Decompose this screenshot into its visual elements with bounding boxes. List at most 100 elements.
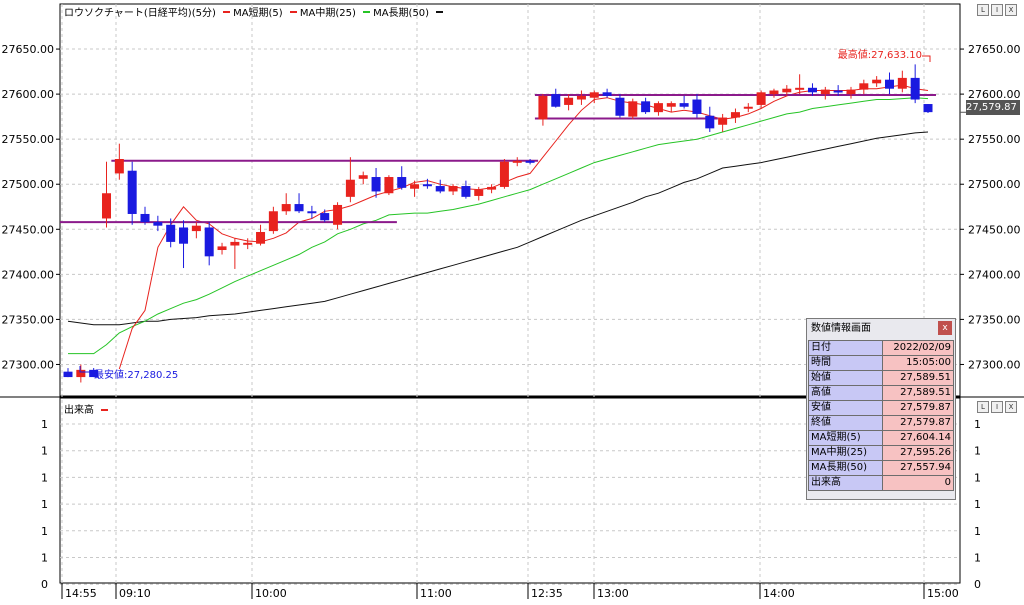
vol-pane-button-i[interactable]: I [991,401,1003,413]
time-axis-label: 14:55 [65,587,97,600]
info-value: 27,589.51 [882,370,954,386]
info-value: 27,579.87 [882,400,954,416]
legend-long: MA長期(50) [373,8,430,19]
candle-body [769,90,779,95]
candle-body [718,117,728,125]
candle-body [884,79,894,89]
candle-body [705,115,715,129]
info-key: MA長期(50) [808,460,883,476]
chart-legend: ロウソクチャート(日経平均)(5分) MA短期(5) MA中期(25) MA長期… [64,4,446,19]
low-annotation: 最安値:27,280.25 [94,368,178,381]
price-axis-label-right: 27650.00 [968,43,1021,56]
candle-body [179,227,189,244]
price-axis-label-right: 27300.00 [968,358,1021,371]
candle-body [807,87,817,93]
chart-title: ロウソクチャート(日経平均)(5分) [64,8,216,19]
candle-body [538,95,548,120]
pane-button-l[interactable]: L [977,4,989,16]
info-panel-close-button[interactable]: x [938,321,952,335]
candle-body [589,92,599,98]
info-key: MA中期(25) [808,445,883,461]
candle-body [474,189,484,196]
pane-button-i[interactable]: I [991,4,1003,16]
high-annotation: 最高値:27,633.10 [838,48,922,61]
info-row: MA長期(50) 27,557.94 [808,460,954,476]
volume-axis-label-left: 1 [41,418,48,431]
info-row: MA短期(5) 27,604.14 [808,430,954,446]
candle-body [487,186,497,190]
candle-body [756,92,766,105]
candle-body [910,77,920,100]
time-axis-label: 12:35 [531,587,563,600]
candle-body [320,213,330,221]
info-value: 27,589.51 [882,385,954,401]
info-key: MA短期(5) [808,430,883,446]
volume-axis-label-left: 0 [41,578,48,591]
candle-body [256,231,266,244]
price-axis-label-right: 27600.00 [968,88,1021,101]
volume-axis-label-right: 1 [974,525,981,538]
candle-body [307,211,317,214]
volume-axis-label-left: 1 [41,552,48,565]
info-key: 安値 [808,400,883,416]
candle-body [897,77,907,89]
info-key: 出来高 [808,475,883,491]
candle-body [217,246,227,251]
time-axis-label: 13:00 [597,587,629,600]
candle-body [397,177,407,188]
volume-axis-label-right: 1 [974,552,981,565]
info-row: 終値 27,579.87 [808,415,954,431]
price-axis-label-left: 27600.00 [2,88,55,101]
candle-body [602,92,612,96]
volume-axis-label-right: 1 [974,471,981,484]
info-row: 安値 27,579.87 [808,400,954,416]
volume-axis-label-right: 1 [974,445,981,458]
candle-body [615,97,625,116]
candle-body [872,79,882,84]
legend-swatch-mid [289,10,297,13]
pane-button-x[interactable]: X [1005,4,1017,16]
info-key: 終値 [808,415,883,431]
value-info-panel[interactable]: 数値情報画面 x 日付 2022/02/09 時間 15:05:00 始値 27,58… [806,318,956,500]
price-axis-label-left: 27450.00 [2,223,55,236]
vol-pane-button-x[interactable]: X [1005,401,1017,413]
volume-axis-label-right: 0 [974,578,981,591]
candle-body [114,158,124,174]
volume-legend: 出来高 [64,401,111,416]
info-key: 高値 [808,385,883,401]
price-pane-window-buttons: L I X [977,4,1017,16]
candle-body [782,88,792,93]
info-key: 日付 [808,340,883,356]
candle-body [76,369,86,378]
candle-body [859,83,869,90]
volume-axis-label-left: 1 [41,445,48,458]
volume-swatch [101,409,109,411]
candle-body [448,186,458,192]
vol-pane-button-l[interactable]: L [977,401,989,413]
candle-body [371,177,381,192]
ma-long-line [67,131,929,326]
price-axis-label-left: 27550.00 [2,133,55,146]
info-value: 27,595.26 [882,445,954,461]
info-panel-titlebar[interactable]: 数値情報画面 x [807,319,955,338]
info-row: 出来高 0 [808,475,954,491]
volume-label: 出来高 [64,405,94,416]
candle-body [730,112,740,118]
candle-body [833,90,843,93]
legend-swatch-short [223,10,231,13]
candle-body [191,225,201,232]
info-value: 0 [882,475,954,491]
volume-axis-label-left: 1 [41,471,48,484]
candle-body [166,224,176,242]
candle-body [204,227,214,257]
candle-body [435,186,445,192]
candle-body [795,87,805,90]
candle-body [499,161,509,187]
info-row: 高値 27,589.51 [808,385,954,401]
price-axis-label-left: 27650.00 [2,43,55,56]
candle-body [384,177,394,194]
candle-body [140,213,150,223]
candle-body [525,160,535,163]
info-value: 27,557.94 [882,460,954,476]
